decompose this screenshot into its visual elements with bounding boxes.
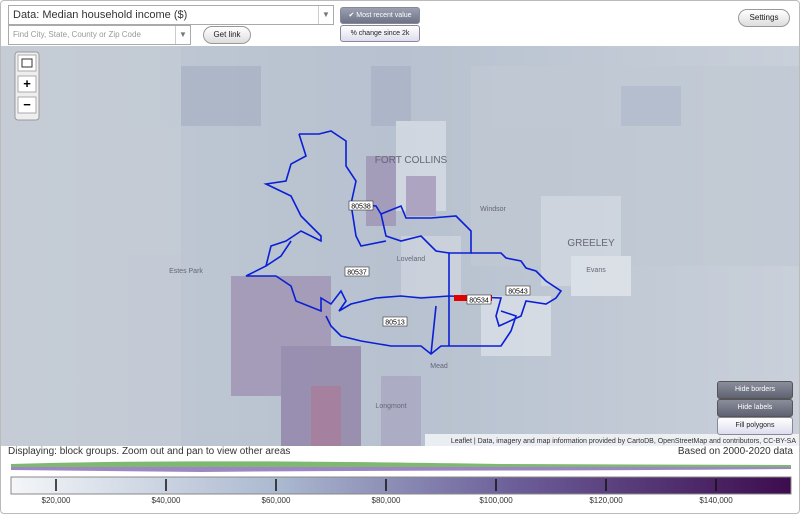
place-label: Mead <box>430 363 448 370</box>
legend-label: $120,000 <box>589 496 623 505</box>
legend: $20,000 $40,000 $60,000 $80,000 $100,000 $120… <box>10 461 792 505</box>
zip-label-box <box>344 266 370 277</box>
change-toggle[interactable]: % change since 2k <box>340 25 420 42</box>
zip-label: 80538 <box>351 204 371 211</box>
data-select-text: Data: Median household income ($) <box>13 9 188 21</box>
data-select[interactable]: Data: Median household income ($) ▼ <box>8 5 334 25</box>
place-labels: FORT COLLINS Windsor GREELEY Loveland Estes … <box>169 155 615 410</box>
zip-borders <box>245 130 563 356</box>
map: FORT COLLINS Windsor GREELEY Loveland Estes … <box>1 46 799 446</box>
attribution: Leaflet | Data, imagery and map informat… <box>451 438 796 445</box>
zoom-out: − <box>23 97 31 112</box>
zoom-in: + <box>23 76 31 91</box>
legend-label: $40,000 <box>152 496 181 505</box>
place-label: FORT COLLINS <box>375 155 448 166</box>
legend-label: $140,000 <box>699 496 733 505</box>
status-right: Based on 2000-2020 data <box>677 446 793 457</box>
zip-label: 80513 <box>385 320 405 327</box>
histogram-bottom <box>11 467 791 472</box>
settings-button[interactable]: Settings <box>738 9 790 27</box>
place-label: Windsor <box>480 206 506 213</box>
place-label: Estes Park <box>169 268 203 275</box>
color-scale <box>10 476 792 495</box>
zip-label-box <box>466 294 492 305</box>
search-box[interactable]: Find City, State, County or Zip Code ▼ <box>8 25 191 45</box>
block-groups <box>1 46 799 446</box>
histogram-top <box>11 461 791 467</box>
map-button[interactable]: Hide labels <box>717 399 793 417</box>
legend-ticks: $20,000 $40,000 $60,000 $80,000 $100,000 $120… <box>42 479 733 505</box>
fullscreen-button[interactable] <box>17 54 37 72</box>
map-button[interactable]: Hide borders <box>717 381 793 399</box>
attribution-bg <box>425 434 799 446</box>
zoom-out-button[interactable] <box>17 96 37 114</box>
most-recent-toggle[interactable]: ✔ Most recent value <box>340 7 420 24</box>
zip-label: 80543 <box>508 289 528 296</box>
search-placeholder: Find City, State, County or Zip Code <box>13 30 141 39</box>
arrow: ▼ <box>318 6 333 24</box>
arrow: ▼ <box>175 26 190 44</box>
zip-label-box <box>505 285 531 296</box>
zip-label-box <box>348 200 374 211</box>
place-label: GREELEY <box>567 238 615 249</box>
legend-label: $60,000 <box>262 496 291 505</box>
fullscreen-icon <box>21 58 33 68</box>
zoom-in-button[interactable] <box>17 75 37 93</box>
place-label: Evans <box>586 267 606 274</box>
map-button[interactable]: Fill polygons <box>717 417 793 435</box>
toggle-text: Most recent value <box>356 12 412 19</box>
place-label: Loveland <box>397 256 426 263</box>
status-left: Displaying: block groups. Zoom out and p… <box>8 446 291 457</box>
get-link[interactable]: Get link <box>203 26 251 44</box>
zip-label: 80537 <box>347 270 367 277</box>
legend-label: $20,000 <box>42 496 71 505</box>
zip-labels: 80538 80537 80534 80543 80513 <box>344 200 531 327</box>
legend-label: $80,000 <box>372 496 401 505</box>
legend-label: $100,000 <box>479 496 513 505</box>
zip-label-box <box>382 316 408 327</box>
zip-label: 80534 <box>469 298 489 305</box>
place-label: Longmont <box>375 403 406 410</box>
zoom-controls: + − <box>14 51 40 121</box>
